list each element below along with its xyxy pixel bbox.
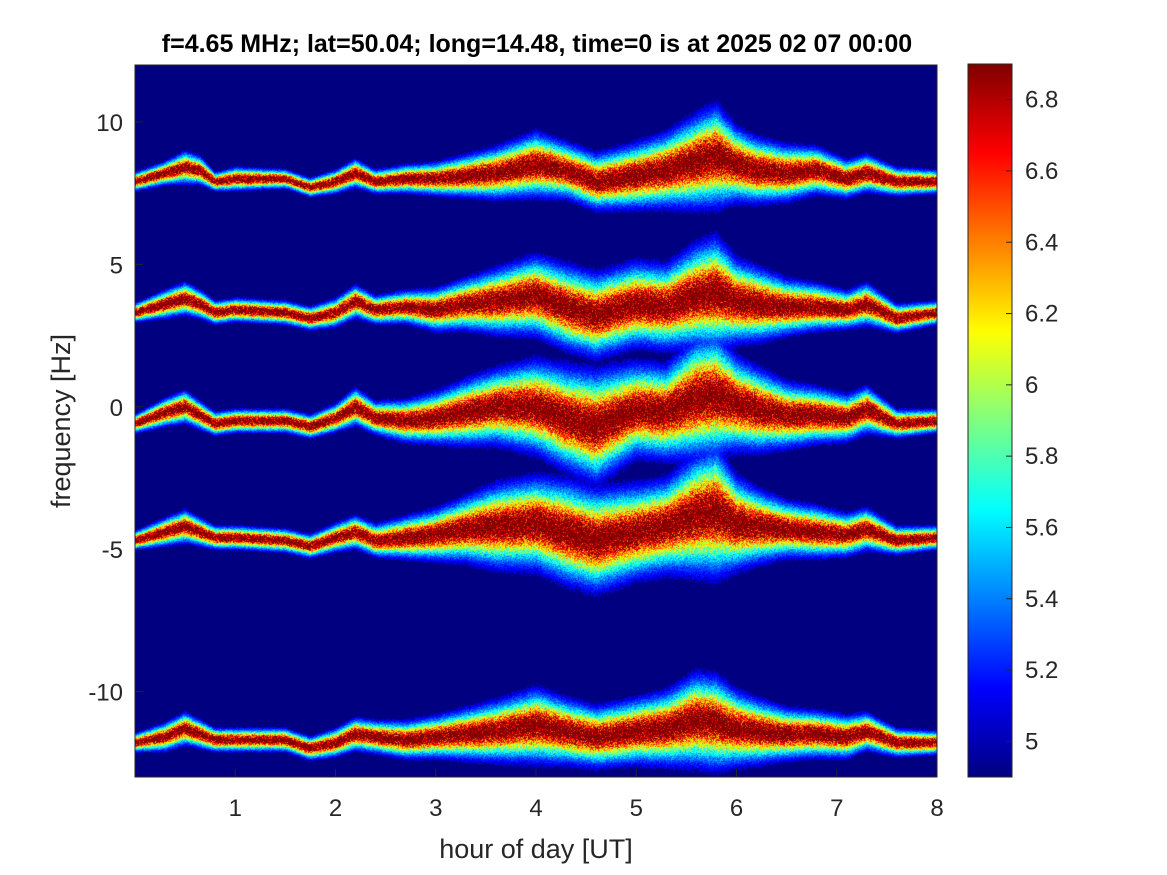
colorbar-frame [967, 63, 1013, 778]
x-axis-label: hour of day [UT] [439, 834, 633, 864]
x-tick-label: 3 [429, 795, 442, 822]
x-tick-label: 7 [830, 795, 843, 822]
x-tick-label: 4 [529, 795, 542, 822]
plot-area [134, 64, 938, 778]
heatmap-image [135, 65, 937, 777]
colorbar-ticks: 5 5.2 5.4 5.6 5.8 6 6.2 6.4 6.6 6.8 [1006, 87, 1058, 755]
colorbar-tick-label: 5.4 [1025, 586, 1058, 613]
colorbar-tick-label: 5.8 [1025, 443, 1058, 470]
x-tick-label: 6 [730, 795, 743, 822]
x-tick-label: 5 [630, 795, 643, 822]
x-tick-label: 8 [930, 795, 943, 822]
x-tick-label: 1 [229, 795, 242, 822]
chart-title: f=4.65 MHz; lat=50.04; long=14.48, time=… [162, 30, 912, 58]
y-tick-label: -10 [88, 680, 123, 707]
y-tick-label: -5 [102, 537, 123, 564]
x-tick-label: 2 [329, 795, 342, 822]
colorbar-tick-label: 6 [1025, 372, 1038, 399]
colorbar-tick-label: 6.2 [1025, 301, 1058, 328]
colorbar-gradient [968, 64, 1012, 777]
y-axis: -10 -5 0 5 10 [88, 110, 143, 707]
y-tick-label: 5 [110, 252, 123, 279]
colorbar-tick-label: 6.8 [1025, 87, 1058, 114]
colorbar-tick-label: 5.2 [1025, 657, 1058, 684]
colorbar: 5 5.2 5.4 5.6 5.8 6 6.2 6.4 6.6 6.8 [967, 63, 1058, 778]
y-axis-label: frequency [Hz] [46, 334, 76, 508]
y-tick-label: 0 [110, 395, 123, 422]
colorbar-tick-label: 5 [1025, 728, 1038, 755]
colorbar-tick-label: 6.6 [1025, 158, 1058, 185]
colorbar-tick-label: 6.4 [1025, 229, 1058, 256]
colorbar-tick-label: 5.6 [1025, 514, 1058, 541]
y-tick-label: 10 [96, 110, 123, 137]
x-axis: 1 2 3 4 5 6 7 8 [229, 769, 944, 822]
